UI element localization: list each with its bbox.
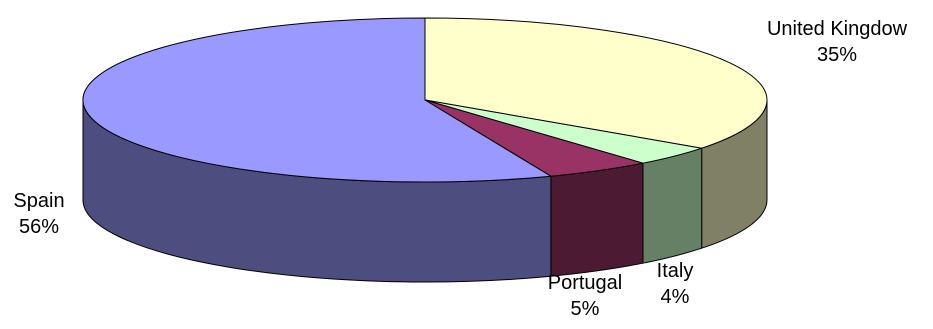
slice-united-kingdow: [424, 17, 768, 149]
pie-tops: [82, 17, 768, 183]
pie-sides: [82, 99, 768, 283]
label-spain: Spain 56%: [4, 188, 74, 240]
label-portugal: Portugal 5%: [530, 270, 640, 322]
label-italy-name: Italy: [656, 260, 694, 282]
label-portugal-name: Portugal: [547, 272, 623, 294]
label-italy: Italy 4%: [640, 258, 710, 310]
label-italy-value: 4%: [660, 286, 690, 308]
label-spain-value: 56%: [18, 216, 60, 238]
label-united-kingdom: United Kingdow 35%: [742, 16, 932, 68]
slice-side-portugal: [550, 162, 644, 277]
label-united-kingdom-value: 35%: [816, 44, 858, 66]
label-portugal-value: 5%: [570, 298, 600, 320]
slice-side-italy: [642, 147, 703, 264]
slice-spain: [82, 17, 552, 183]
label-spain-name: Spain: [13, 190, 65, 212]
label-united-kingdom-name: United Kingdow: [766, 18, 908, 40]
